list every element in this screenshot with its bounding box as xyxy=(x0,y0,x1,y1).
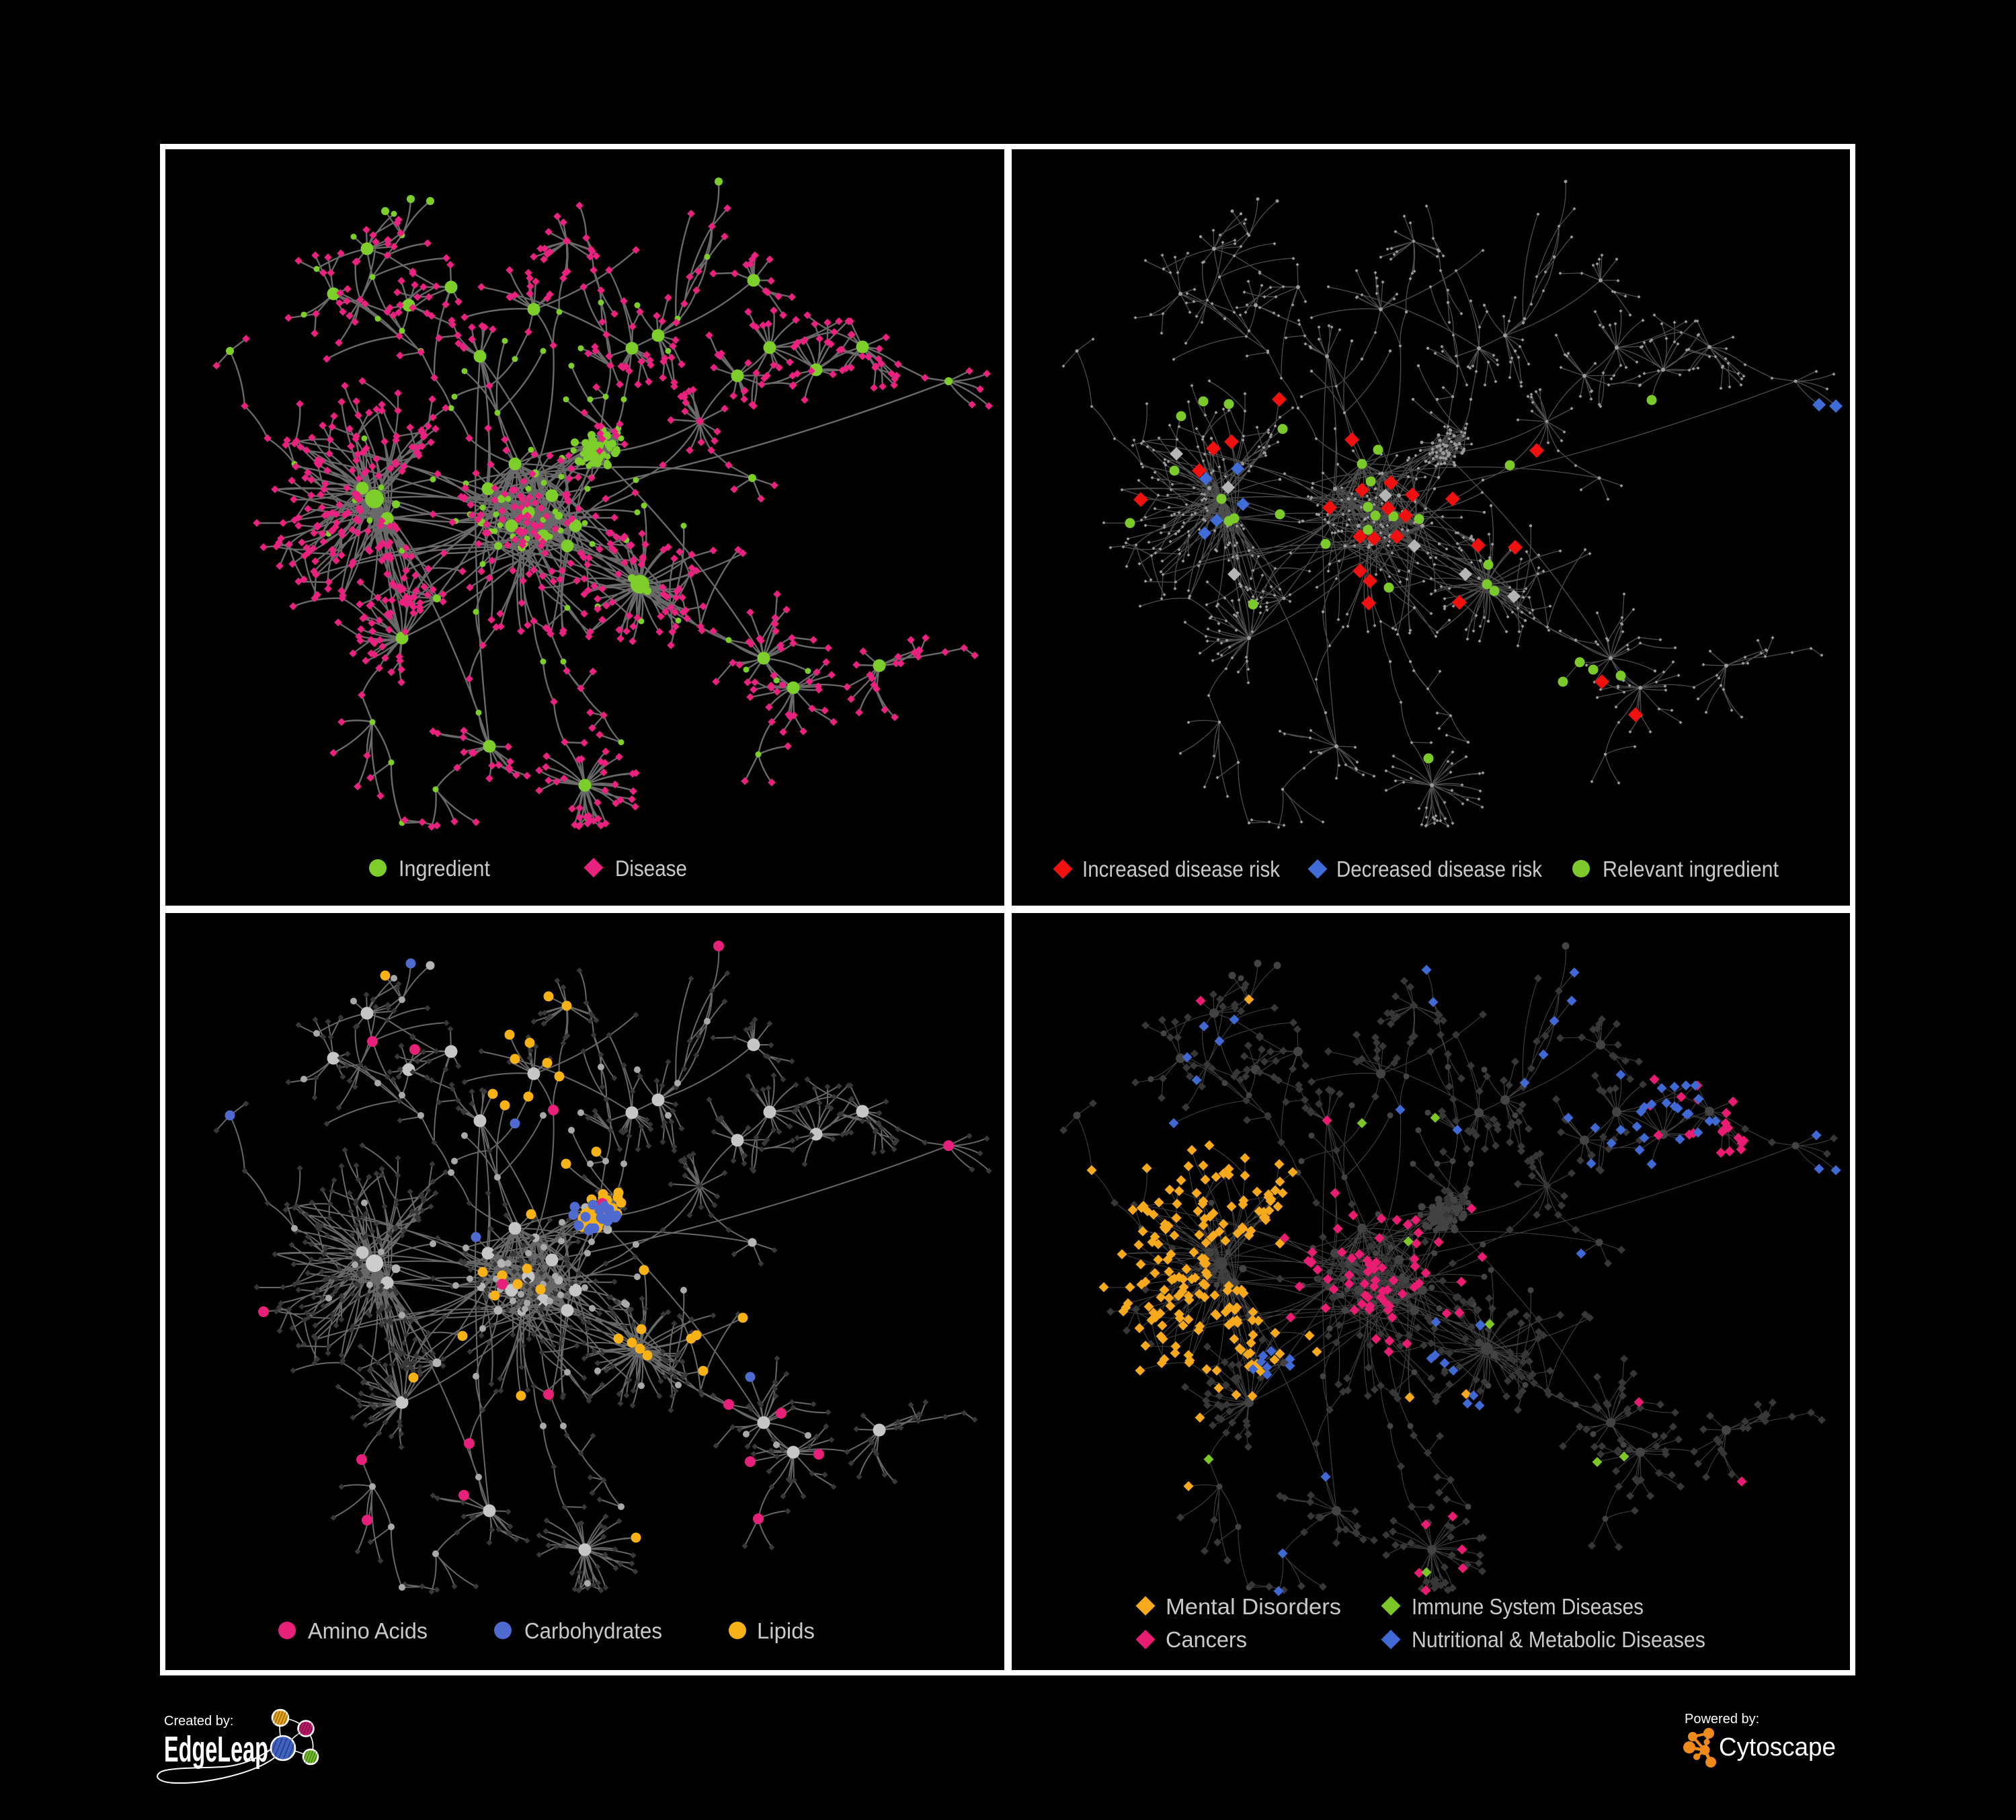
svg-text:Lipids: Lipids xyxy=(757,1618,815,1643)
svg-text:EdgeLeap: EdgeLeap xyxy=(164,1729,268,1770)
svg-text:Immune System Diseases: Immune System Diseases xyxy=(1412,1594,1644,1619)
svg-text:Mental Disorders: Mental Disorders xyxy=(1166,1594,1341,1619)
svg-text:Disease: Disease xyxy=(615,856,687,881)
svg-text:Decreased disease risk: Decreased disease risk xyxy=(1336,857,1542,881)
svg-text:Cytoscape: Cytoscape xyxy=(1719,1733,1836,1762)
svg-text:Cancers: Cancers xyxy=(1166,1627,1247,1652)
svg-text:Increased disease risk: Increased disease risk xyxy=(1082,857,1280,881)
svg-text:Amino Acids: Amino Acids xyxy=(308,1618,428,1643)
svg-text:Ingredient: Ingredient xyxy=(399,856,490,881)
svg-text:Powered by:: Powered by: xyxy=(1685,1712,1759,1727)
svg-text:Nutritional & Metabolic Diseas: Nutritional & Metabolic Diseases xyxy=(1412,1627,1705,1652)
svg-text:Carbohydrates: Carbohydrates xyxy=(524,1618,662,1643)
svg-text:Created by:: Created by: xyxy=(164,1714,233,1729)
svg-text:Relevant ingredient: Relevant ingredient xyxy=(1603,857,1779,881)
